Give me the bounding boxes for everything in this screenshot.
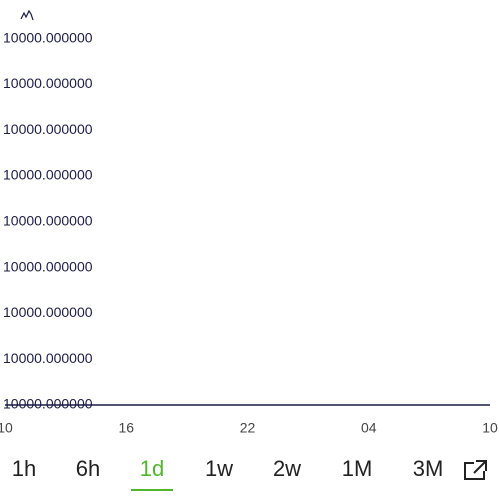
y-tick-label: 10000.000000: [3, 258, 93, 274]
range-tab[interactable]: 1w: [205, 456, 233, 481]
range-tab[interactable]: 1h: [12, 456, 36, 481]
y-tick-label: 10000.000000: [3, 167, 93, 183]
range-tab[interactable]: 1M: [342, 456, 373, 481]
x-tick-label: 22: [240, 420, 256, 436]
range-tab[interactable]: 3M: [413, 456, 444, 481]
open-external[interactable]: [464, 460, 487, 480]
x-tick-label: 10: [0, 420, 13, 436]
range-tab[interactable]: 1d: [140, 456, 164, 481]
y-tick-label: 10000.000000: [3, 304, 93, 320]
x-tick-label: 04: [361, 420, 377, 436]
x-tick-label: 10: [482, 420, 498, 436]
x-tick-label: 16: [118, 420, 134, 436]
y-tick-label: 10000.000000: [3, 213, 93, 229]
range-tab[interactable]: 6h: [76, 456, 100, 481]
range-tab[interactable]: 2w: [273, 456, 301, 481]
y-tick-label: 10000.000000: [3, 29, 93, 45]
tab-underline: [131, 489, 173, 491]
chart-icon: [20, 9, 34, 21]
y-tick-label: 10000.000000: [3, 75, 93, 91]
y-tick-label: 10000.000000: [3, 121, 93, 137]
y-tick-label: 10000.000000: [3, 350, 93, 366]
y-tick-label: 10000.000000: [3, 396, 93, 412]
